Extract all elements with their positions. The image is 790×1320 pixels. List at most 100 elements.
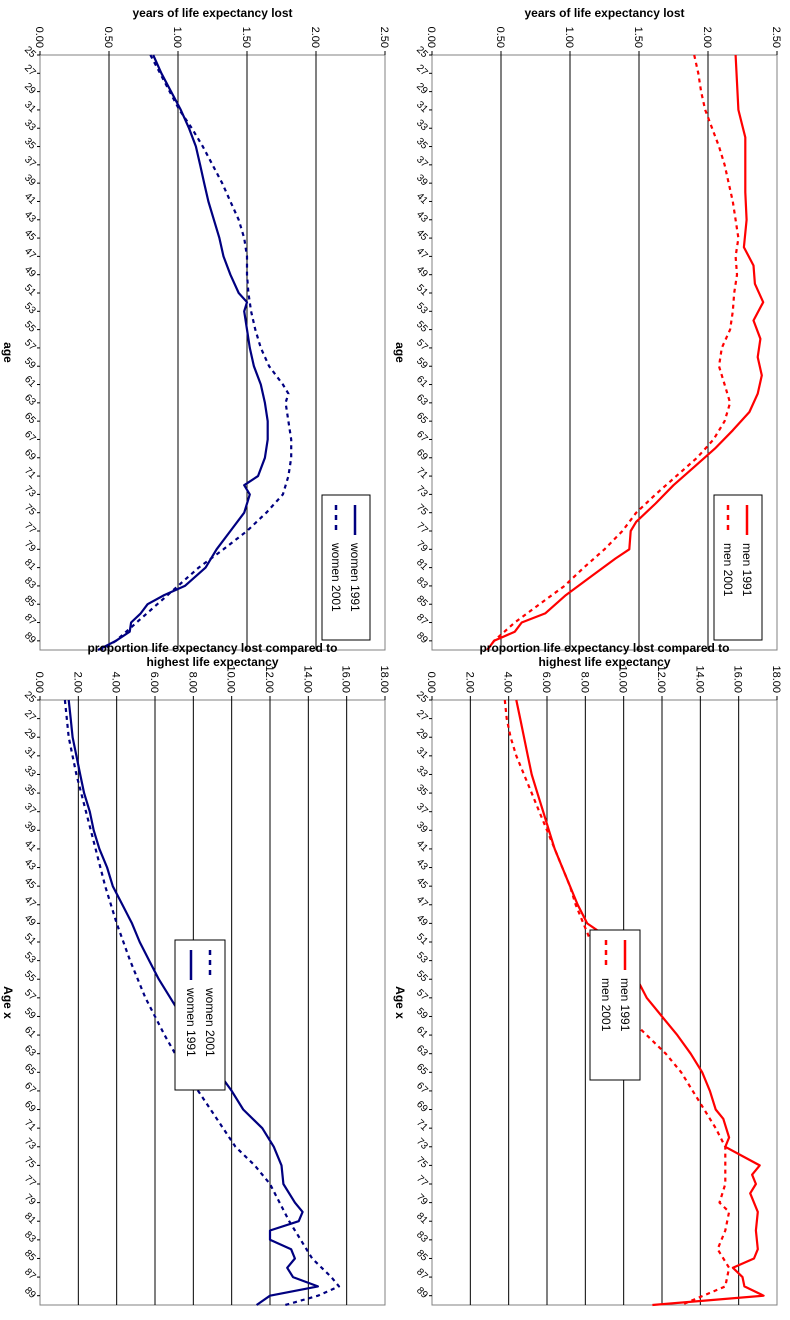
x-tick-label: 53: [22, 950, 38, 966]
x-tick-label: 37: [414, 801, 430, 817]
x-tick-label: 41: [22, 191, 38, 207]
legend-label: women 2001: [203, 987, 217, 1057]
y-tick-label: 12.00: [263, 665, 275, 693]
x-tick-label: 75: [414, 1155, 430, 1171]
x-tick-label: 47: [22, 894, 38, 910]
x-tick-label: 89: [22, 1285, 38, 1301]
x-tick-label: 89: [414, 1285, 430, 1301]
x-tick-label: 27: [22, 63, 38, 79]
x-tick-label: 61: [414, 1025, 430, 1041]
y-tick-label: 2.00: [463, 672, 475, 693]
y-tick-label: 0.00: [33, 672, 45, 693]
x-tick-label: 79: [22, 539, 38, 555]
x-tick-label: 69: [414, 447, 430, 463]
x-tick-label: 61: [22, 1025, 38, 1041]
legend-box: [321, 494, 371, 641]
x-tick-label: 59: [22, 356, 38, 372]
x-tick-label: 27: [22, 708, 38, 724]
x-tick-label: 65: [414, 1062, 430, 1078]
legend-label: men 1991: [740, 543, 754, 597]
x-tick-label: 65: [22, 1062, 38, 1078]
y-axis-label: years of life expectancy lost: [524, 6, 684, 20]
x-tick-label: 33: [22, 764, 38, 780]
x-tick-label: 85: [414, 1248, 430, 1264]
x-tick-label: 39: [22, 173, 38, 189]
x-tick-label: 55: [22, 969, 38, 985]
x-tick-label: 85: [414, 594, 430, 610]
x-tick-label: 57: [414, 337, 430, 353]
x-axis-label: Age x: [393, 986, 407, 1019]
x-tick-label: 37: [414, 154, 430, 170]
x-tick-label: 45: [22, 228, 38, 244]
x-tick-label: 87: [22, 612, 38, 628]
x-tick-label: 51: [414, 282, 430, 298]
x-tick-label: 43: [414, 857, 430, 873]
y-axis-label-line: proportion life expectancy lost compared…: [479, 641, 729, 655]
series-line-women-1991: [97, 54, 269, 651]
x-tick-label: 33: [414, 764, 430, 780]
x-tick-label: 71: [414, 466, 430, 482]
x-tick-label: 41: [22, 838, 38, 854]
x-tick-label: 29: [414, 727, 430, 743]
y-tick-label: 12.00: [655, 665, 667, 693]
legend-box: [713, 494, 763, 641]
y-tick-label: 18.00: [770, 665, 782, 693]
chart-panel-women-proportion: 0.00 2.00 4.00 6.00 8.00 10.00 12.00 14.00 16.00…: [1, 641, 390, 1307]
x-tick-label: 31: [414, 99, 430, 115]
x-tick-label: 73: [414, 484, 430, 500]
x-tick-label: 65: [22, 411, 38, 427]
series-line-women-2001: [63, 699, 341, 1307]
y-tick-label: 4.00: [502, 672, 514, 693]
x-tick-label: 43: [22, 857, 38, 873]
x-tick-label: 75: [22, 502, 38, 518]
x-tick-label: 73: [22, 1136, 38, 1152]
x-tick-label: 27: [414, 63, 430, 79]
y-tick-label: 1.50: [632, 27, 644, 48]
x-tick-label: 57: [22, 337, 38, 353]
x-tick-label: 71: [22, 466, 38, 482]
x-tick-label: 71: [22, 1118, 38, 1134]
y-tick-label: 0.00: [425, 672, 437, 693]
legend-box: [589, 929, 641, 1081]
x-tick-label: 49: [22, 913, 38, 929]
y-tick-label: 0.50: [494, 27, 506, 48]
x-tick-label: 61: [414, 374, 430, 390]
x-tick-label: 81: [22, 1211, 38, 1227]
x-tick-label: 47: [22, 246, 38, 262]
x-tick-label: 83: [414, 1229, 430, 1245]
y-tick-label: 14.00: [693, 665, 705, 693]
legend: women 2001 women 1991: [174, 939, 226, 1091]
x-tick-label: 83: [22, 575, 38, 591]
x-tick-label: 59: [22, 1006, 38, 1022]
x-tick-label: 63: [414, 392, 430, 408]
x-tick-label: 75: [414, 502, 430, 518]
x-tick-label: 63: [414, 1043, 430, 1059]
x-tick-label: 37: [22, 801, 38, 817]
x-tick-label: 35: [22, 136, 38, 152]
y-tick-label: 1.00: [171, 27, 183, 48]
chart-panel-women-years: 0.00 0.50 1.00 1.50 2.00 2.502527293133353739…: [1, 6, 390, 651]
x-tick-label: 85: [22, 1248, 38, 1264]
x-tick-label: 69: [414, 1099, 430, 1115]
x-tick-label: 37: [22, 154, 38, 170]
series-line-men-1991: [515, 699, 765, 1307]
x-tick-label: 41: [414, 191, 430, 207]
x-tick-label: 31: [414, 745, 430, 761]
x-tick-label: 33: [414, 118, 430, 134]
x-tick-label: 43: [414, 209, 430, 225]
y-axis-label: years of life expectancy lost: [132, 6, 292, 20]
x-tick-label: 39: [414, 173, 430, 189]
x-tick-label: 61: [22, 374, 38, 390]
x-tick-label: 29: [22, 81, 38, 97]
x-tick-label: 55: [22, 319, 38, 335]
legend-label: women 2001: [329, 542, 343, 612]
x-tick-label: 87: [414, 1267, 430, 1283]
x-tick-label: 67: [414, 1080, 430, 1096]
x-tick-label: 57: [22, 987, 38, 1003]
legend: men 1991 men 2001: [589, 929, 641, 1081]
x-tick-label: 55: [414, 969, 430, 985]
y-tick-label: 6.00: [540, 672, 552, 693]
y-tick-label: 2.00: [309, 27, 321, 48]
x-tick-label: 83: [22, 1229, 38, 1245]
y-tick-label: 2.50: [770, 27, 782, 48]
